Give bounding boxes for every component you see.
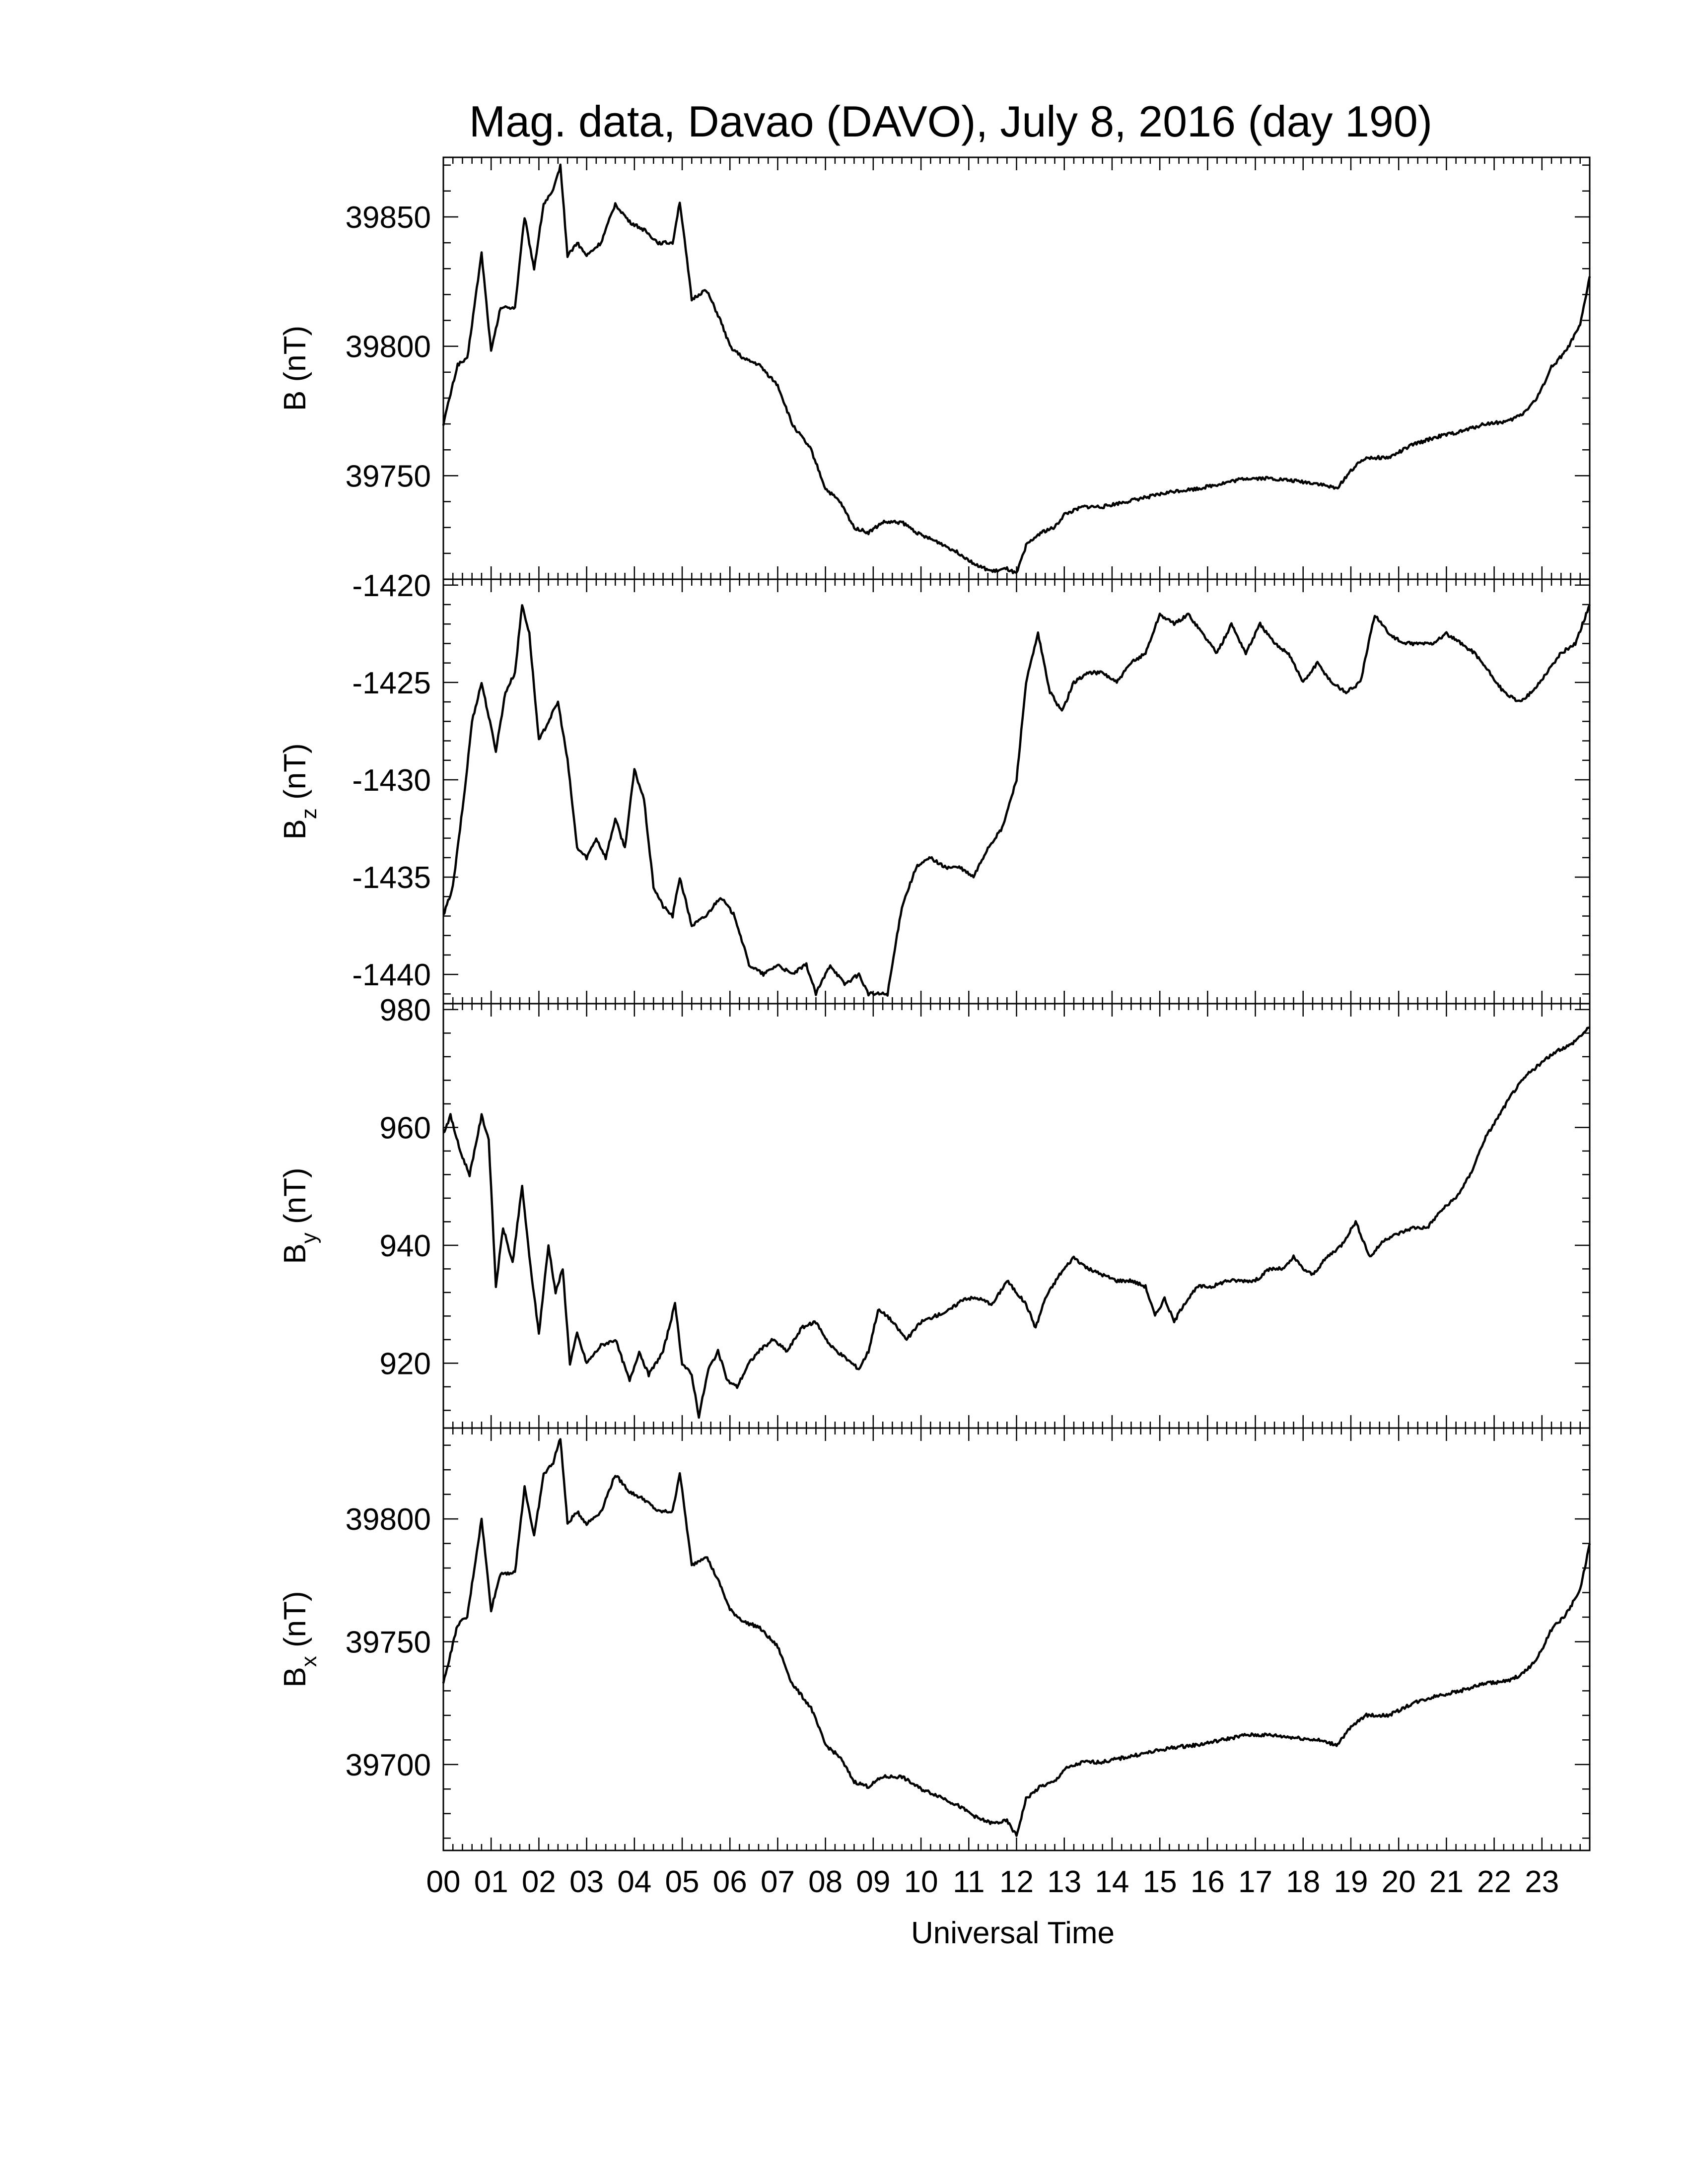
y-axis-label: By (nT) xyxy=(278,1167,321,1264)
y-tick-label: 39800 xyxy=(346,1502,431,1537)
x-tick-label: 03 xyxy=(569,1865,604,1899)
panel-Bx-y-axis: 39700 39750 39800 xyxy=(346,1444,1590,1839)
x-tick-label: 17 xyxy=(1238,1865,1272,1899)
series-line-Bz xyxy=(442,604,1591,997)
y-axis-label: B (nT) xyxy=(278,326,312,411)
y-tick-label: 940 xyxy=(380,1229,431,1263)
x-tick-label: 01 xyxy=(474,1865,508,1899)
y-tick-label: 39750 xyxy=(346,1625,431,1659)
x-tick-label: 22 xyxy=(1477,1865,1511,1899)
x-tick-label: 19 xyxy=(1334,1865,1368,1899)
panels-group: 39750 39800 39850 B (nT) -1420 -1425 -1430 -143… xyxy=(278,156,1591,1851)
x-tick-label: 11 xyxy=(953,1865,985,1899)
x-tick-label: 15 xyxy=(1143,1865,1177,1899)
x-tick-label: 09 xyxy=(856,1865,890,1899)
x-tick-label: 04 xyxy=(617,1865,651,1899)
x-tick-label: 08 xyxy=(808,1865,843,1899)
series-line-Bx xyxy=(442,1438,1591,1837)
panel-By-x-ticks xyxy=(442,1004,1591,1428)
panel-Bz: -1420 -1425 -1430 -1435 -1440 Bz (nT) xyxy=(278,569,1591,1005)
y-tick-label: -1435 xyxy=(352,861,431,895)
y-tick-label: 920 xyxy=(380,1347,431,1381)
x-axis: 00 01 02 03 04 05 06 07 08 09 10 11 12 13 14 15 16 17 18 19… xyxy=(426,1865,1559,1899)
series-line-By xyxy=(442,1026,1591,1419)
y-tick-label: 39700 xyxy=(346,1748,431,1782)
x-tick-label: 14 xyxy=(1095,1865,1129,1899)
x-tick-label: 13 xyxy=(1047,1865,1081,1899)
y-tick-label: 39750 xyxy=(346,459,431,493)
panel-B-x-ticks xyxy=(442,157,1591,579)
panel-By-y-axis: 920 940 960 980 xyxy=(380,993,1590,1411)
y-tick-label: 39850 xyxy=(346,201,431,235)
x-tick-label: 02 xyxy=(522,1865,556,1899)
x-tick-label: 06 xyxy=(713,1865,747,1899)
x-tick-label: 10 xyxy=(904,1865,938,1899)
panel-Bx: 39700 39750 39800 Bx (nT) xyxy=(278,1427,1591,1851)
x-tick-label: 00 xyxy=(426,1865,461,1899)
panel-Bx-x-ticks xyxy=(442,1428,1591,1850)
x-tick-label: 18 xyxy=(1286,1865,1320,1899)
x-tick-label: 23 xyxy=(1525,1865,1559,1899)
x-axis-label: Universal Time xyxy=(911,1916,1115,1950)
panel-B: 39750 39800 39850 B (nT) xyxy=(278,156,1591,580)
x-tick-label: 12 xyxy=(999,1865,1034,1899)
x-tick-label: 05 xyxy=(665,1865,700,1899)
series-line-B xyxy=(442,163,1591,574)
x-tick-label: 20 xyxy=(1382,1865,1416,1899)
panel-B-y-axis: 39750 39800 39850 xyxy=(346,164,1590,580)
panel-Bz-y-axis: -1420 -1425 -1430 -1435 -1440 xyxy=(352,569,1590,995)
panel-By: 920 940 960 980 By (nT) xyxy=(278,993,1591,1429)
y-tick-label: -1420 xyxy=(352,569,431,603)
y-axis-label: Bx (nT) xyxy=(278,1591,321,1687)
y-axis-label: Bz (nT) xyxy=(278,743,321,839)
panel-Bz-x-ticks xyxy=(442,579,1591,1004)
y-tick-label: -1440 xyxy=(352,958,431,992)
y-tick-label: -1425 xyxy=(352,666,431,700)
figure-title: Mag. data, Davao (DAVO), July 8, 2016 (d… xyxy=(469,97,1432,146)
y-tick-label: -1430 xyxy=(352,763,431,798)
x-tick-label: 07 xyxy=(761,1865,795,1899)
x-tick-label: 16 xyxy=(1191,1865,1225,1899)
y-tick-label: 960 xyxy=(380,1111,431,1145)
y-tick-label: 980 xyxy=(380,993,431,1027)
y-tick-label: 39800 xyxy=(346,330,431,364)
x-tick-label: 21 xyxy=(1429,1865,1464,1899)
